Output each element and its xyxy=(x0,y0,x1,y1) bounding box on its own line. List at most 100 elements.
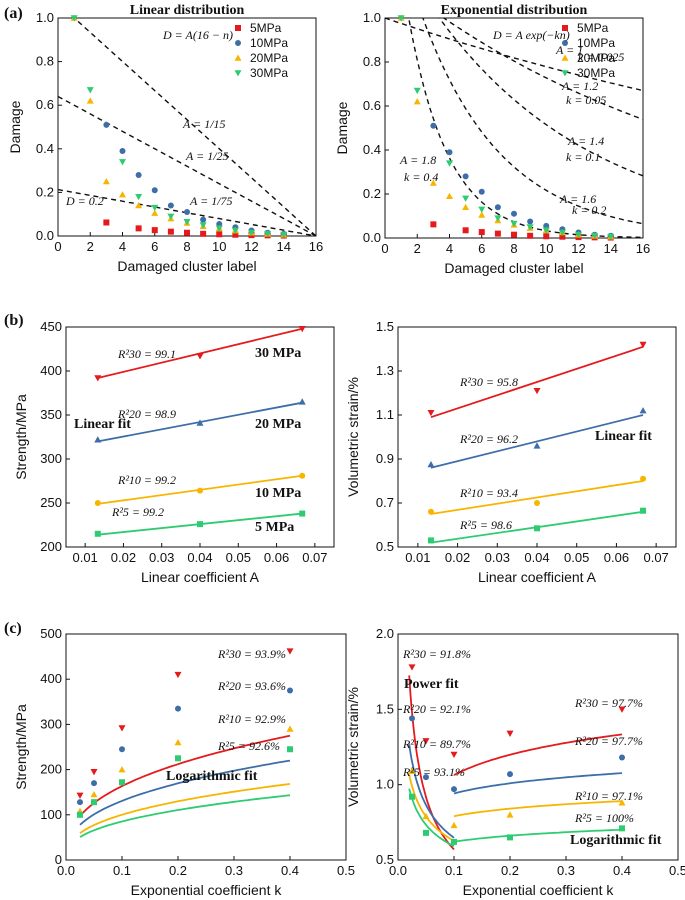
x-tick-label: 0.5 xyxy=(337,863,355,878)
y-tick-label: 300 xyxy=(40,451,62,466)
annotation: D = 0.2 xyxy=(65,194,104,208)
data-point xyxy=(409,715,415,722)
data-point xyxy=(462,195,470,202)
r-squared-label: R²5 = 92.6% xyxy=(217,739,280,753)
data-point xyxy=(478,229,485,236)
data-point xyxy=(197,521,203,528)
data-point xyxy=(232,231,239,238)
annotation: A = 1.6 xyxy=(559,192,596,206)
log-fit-curve xyxy=(453,828,623,843)
data-point xyxy=(94,375,102,382)
data-point xyxy=(451,786,457,793)
y-tick-label: 0.8 xyxy=(363,54,381,69)
x-tick-label: 0.07 xyxy=(643,550,668,565)
fit-curve-1 xyxy=(442,18,643,121)
data-point xyxy=(427,537,434,544)
legend-label: 30MPa xyxy=(577,66,615,80)
r-squared-label: R²5 = 100% xyxy=(574,811,634,825)
r-squared-label: R²30 = 95.8 xyxy=(459,375,518,389)
r-squared-label: R²10 = 92.9% xyxy=(217,712,286,726)
data-point xyxy=(287,687,293,694)
data-point xyxy=(94,436,102,443)
annotation: 5 MPa xyxy=(255,520,294,535)
x-tick-label: 0.2 xyxy=(501,863,519,878)
data-point xyxy=(478,211,486,218)
x-tick-label: 16 xyxy=(309,239,323,254)
data-point xyxy=(511,210,517,217)
annotation: Power fit xyxy=(404,677,459,692)
x-tick-label: 2 xyxy=(87,239,94,254)
fit-line xyxy=(430,480,644,515)
fit-curve xyxy=(79,734,291,817)
legend-label: 5MPa xyxy=(250,21,282,35)
data-point xyxy=(462,173,469,180)
data-point xyxy=(427,410,435,417)
data-point xyxy=(77,799,83,806)
y-tick-label: 0.2 xyxy=(36,184,54,199)
data-point xyxy=(542,227,550,234)
data-point xyxy=(618,799,626,806)
y-tick-label: 400 xyxy=(40,671,62,686)
legend-label: 5MPa xyxy=(577,21,609,35)
data-point xyxy=(135,171,142,178)
series-30 MPa: R²30 = 91.8% R²30 = 97.7% xyxy=(402,647,643,851)
fit-line xyxy=(430,345,644,419)
data-point xyxy=(248,229,255,237)
data-point xyxy=(534,500,540,506)
data-point xyxy=(575,231,582,239)
data-point xyxy=(174,738,182,746)
legend-marker xyxy=(561,54,569,61)
data-point xyxy=(118,725,126,732)
series-5 MPa: R²5 = 92.6% xyxy=(77,739,293,838)
series-10 MPa: R²10 = 92.9% xyxy=(76,712,294,834)
annotation: k = 0.4 xyxy=(404,170,438,184)
data-point xyxy=(507,834,513,841)
y-tick-label: 1.5 xyxy=(376,319,394,334)
series-10MPa xyxy=(103,121,287,237)
x-tick-label: 0.1 xyxy=(445,863,463,878)
y-tick-label: 100 xyxy=(40,807,62,822)
fit-curve-0 xyxy=(73,18,316,236)
legend-label: 10MPa xyxy=(577,36,615,50)
data-point xyxy=(151,227,158,234)
annotation: 20 MPa xyxy=(255,417,301,432)
data-point xyxy=(196,353,204,360)
y-tick-label: 0.9 xyxy=(376,451,394,466)
panel-label-a: (a) xyxy=(4,5,23,22)
data-point xyxy=(408,767,416,774)
annotation: k = 0.1 xyxy=(566,150,600,164)
data-point xyxy=(102,178,110,185)
x-tick-label: 16 xyxy=(636,241,650,256)
x-tick-label: 14 xyxy=(277,239,291,254)
x-tick-label: 0.03 xyxy=(485,550,510,565)
data-point xyxy=(618,706,626,713)
data-point xyxy=(462,203,470,210)
data-point xyxy=(427,461,435,468)
r-squared-label: R²30 = 93.9% xyxy=(217,647,286,661)
data-point xyxy=(478,206,486,213)
annotation: k = 0.2 xyxy=(572,203,606,217)
data-point xyxy=(446,192,453,199)
chart-c2: 0.0 0.1 0.2 0.3 0.4 0.5 0.5 1.0 1.5 2.0 Exponentia… xyxy=(345,626,685,898)
x-axis-label: Exponential coefficient k xyxy=(131,882,283,898)
x-tick-label: 0.02 xyxy=(445,550,470,565)
chart-a1: 0 2 4 6 8 10 12 14 16 0.0 0.2 0.4 0.6 0.8 1.0 Damaged c… xyxy=(7,3,323,274)
series-20 MPa: R²20 = 96.2 xyxy=(427,407,647,469)
x-axis-label: Damaged cluster label xyxy=(444,260,583,276)
x-tick-label: 0.3 xyxy=(557,863,575,878)
y-axis-label: Volumetric strain/% xyxy=(345,687,361,807)
data-point xyxy=(175,755,181,762)
data-point xyxy=(119,191,126,198)
legend-marker xyxy=(561,70,569,77)
data-point xyxy=(422,738,430,745)
power-fit-curve xyxy=(408,774,455,842)
data-point xyxy=(197,487,203,494)
data-point xyxy=(409,793,415,800)
y-tick-label: 400 xyxy=(40,363,62,378)
y-tick-label: 1.3 xyxy=(376,363,394,378)
data-point xyxy=(216,231,223,238)
y-tick-label: 0.6 xyxy=(36,97,54,112)
plot-frame xyxy=(65,633,347,861)
data-point xyxy=(183,219,191,226)
